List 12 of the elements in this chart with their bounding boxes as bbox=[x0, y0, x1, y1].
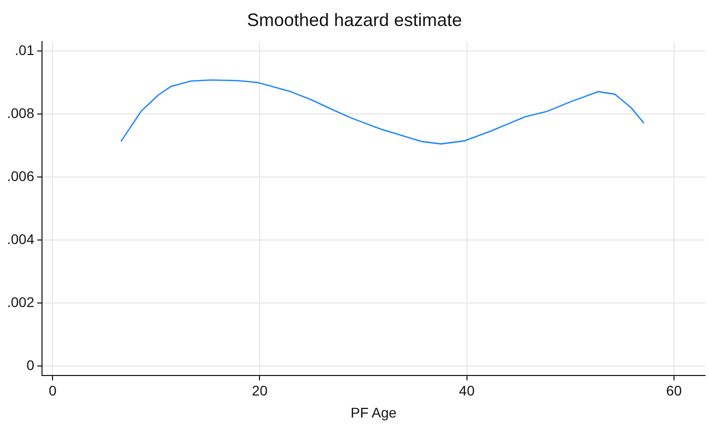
x-tick-label: 40 bbox=[459, 382, 475, 399]
x-tick-label: 60 bbox=[666, 382, 682, 399]
y-tick-label: .004 bbox=[7, 230, 34, 247]
x-tick-label: 0 bbox=[48, 382, 57, 399]
x-tick-label: 20 bbox=[252, 382, 268, 399]
y-tick-label: .01 bbox=[14, 42, 34, 58]
chart-title: Smoothed hazard estimate bbox=[246, 10, 462, 30]
y-tick-label: .002 bbox=[7, 294, 34, 310]
x-axis-title: PF Age bbox=[350, 404, 397, 420]
y-tick-label: .006 bbox=[7, 168, 34, 184]
y-tick-label: .008 bbox=[7, 104, 34, 121]
y-tick-label: 0 bbox=[26, 356, 34, 373]
